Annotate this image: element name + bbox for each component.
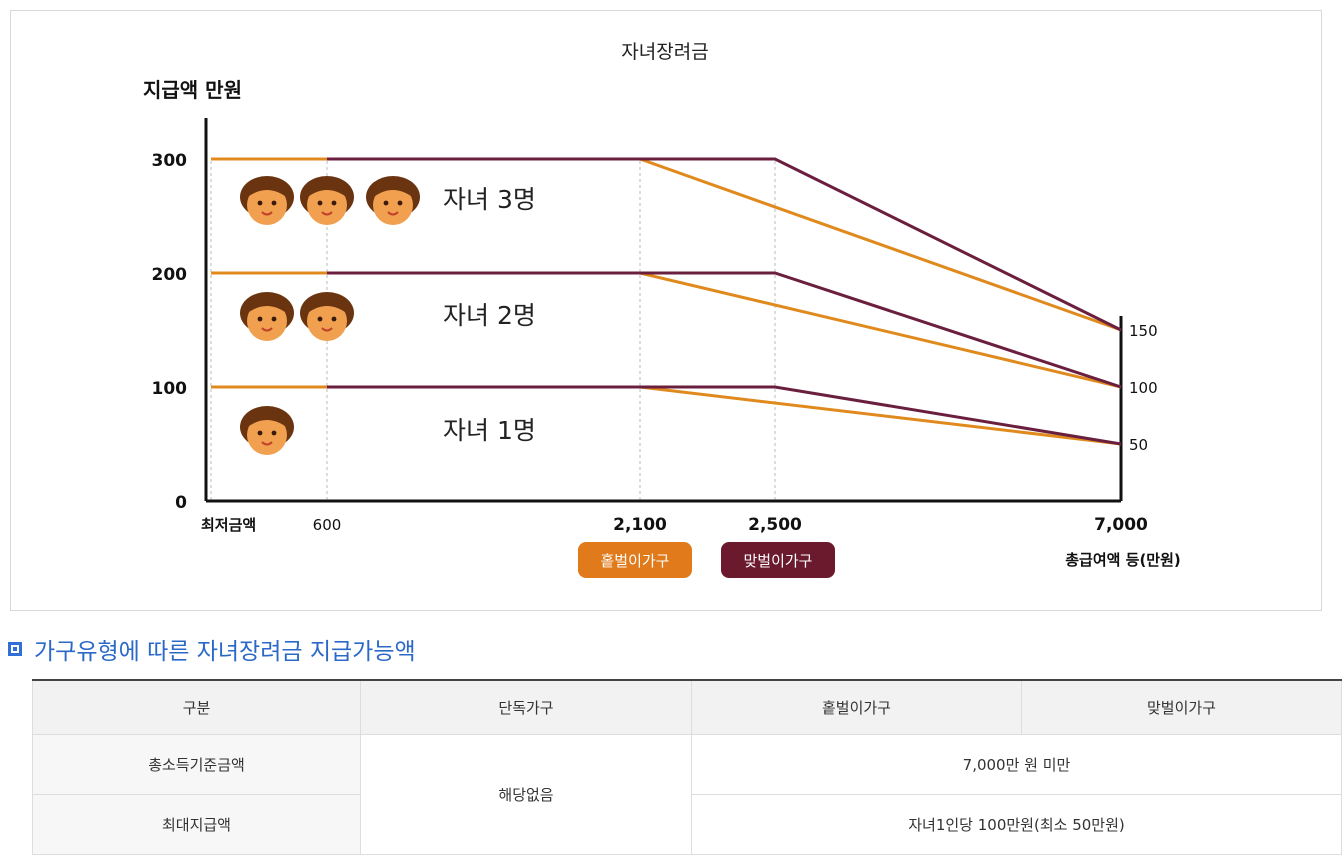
header-single: 단독가구 [360,679,692,735]
x-tick-label: 2,500 [748,515,802,535]
face-eye-icon [331,200,337,206]
square-bullet-icon [8,642,22,656]
y-axis-title: 지급액 만원 [143,78,242,102]
face-mouth-icon [261,441,273,446]
series-line [211,271,1122,389]
face-eye-icon [331,316,337,322]
face-mouth-icon [261,211,273,216]
header-category: 구분 [32,679,361,735]
y-tick-label: 300 [152,151,188,171]
row-label-income-threshold: 총소득기준금액 [32,734,361,795]
x-tick-label: 최저금액 [201,516,256,534]
face-eye-icon [257,200,263,206]
legend-label: 맞벌이가구 [743,552,812,570]
legend-label: 홑벌이가구 [600,552,669,570]
x-tick-label: 600 [313,516,342,534]
chart-title: 자녀장려금 [621,41,708,63]
face-eye-icon [383,200,389,206]
max-payment-value: 자녀1인당 100만원(최소 50만원) [691,794,1342,855]
chart-svg: 자녀장려금 지급액 만원 총급여액 등(만원) 0 100 200 300 150 100… [143,41,1181,578]
series-line [211,385,1122,446]
face-icon [307,185,347,225]
series-line [327,271,1122,389]
face-eye-icon [257,316,263,322]
face-bangs-icon [245,295,289,315]
single-household-value: 해당없음 [360,734,692,855]
header-single-earner: 홑벌이가구 [691,679,1022,735]
x-axis-title: 총급여액 등(만원) [1065,551,1181,569]
face-eye-icon [271,316,277,322]
right-tick-label: 50 [1129,436,1148,454]
face-eye-icon [257,430,263,436]
income-threshold-value: 7,000만 원 미만 [691,734,1342,795]
face-bangs-icon [371,179,415,199]
x-tick-label: 7,000 [1094,515,1148,535]
y-tick-label: 0 [175,493,187,513]
section-heading: 가구유형에 따른 자녀장려금 지급가능액 [8,632,416,666]
table-row: 최대지급액 자녀1인당 100만원(최소 50만원) [32,794,1342,855]
child-count-label: 자녀 2명 [443,301,536,330]
right-tick-label: 100 [1129,379,1158,397]
table-row: 총소득기준금액 해당없음 7,000만 원 미만 [32,734,1342,855]
legend-swatch [721,542,835,578]
table-header-row: 구분 단독가구 홑벌이가구 맞벌이가구 [32,679,1342,735]
face-bangs-icon [245,179,289,199]
face-bangs-icon [305,295,349,315]
face-mouth-icon [261,327,273,332]
face-mouth-icon [321,327,333,332]
face-eye-icon [397,200,403,206]
right-tick-label: 150 [1129,322,1158,340]
row-label-max-payment: 최대지급액 [32,794,361,855]
y-tick-label: 100 [152,379,188,399]
face-mouth-icon [321,211,333,216]
chart-panel: 자녀장려금 지급액 만원 총급여액 등(만원) 0 100 200 300 150 100… [10,10,1322,611]
face-icon [247,415,287,455]
legend-swatch [578,542,692,578]
face-bangs-icon [245,409,289,429]
series-line [327,385,1122,446]
benefit-table: 구분 단독가구 홑벌이가구 맞벌이가구 총소득기준금액 해당없음 7,000만 … [32,679,1342,855]
child-count-label: 자녀 3명 [443,185,536,214]
face-icon [307,301,347,341]
y-tick-label: 200 [152,265,188,285]
face-icon [247,301,287,341]
face-icon [373,185,413,225]
section-title: 가구유형에 따른 자녀장려금 지급가능액 [34,639,416,665]
face-eye-icon [271,200,277,206]
series-line [327,157,1122,332]
header-dual-earner: 맞벌이가구 [1021,679,1342,735]
face-mouth-icon [387,211,399,216]
face-eye-icon [317,200,323,206]
child-count-label: 자녀 1명 [443,416,536,445]
face-eye-icon [271,430,277,436]
face-bangs-icon [305,179,349,199]
face-icon [247,185,287,225]
face-eye-icon [317,316,323,322]
x-tick-label: 2,100 [613,515,667,535]
